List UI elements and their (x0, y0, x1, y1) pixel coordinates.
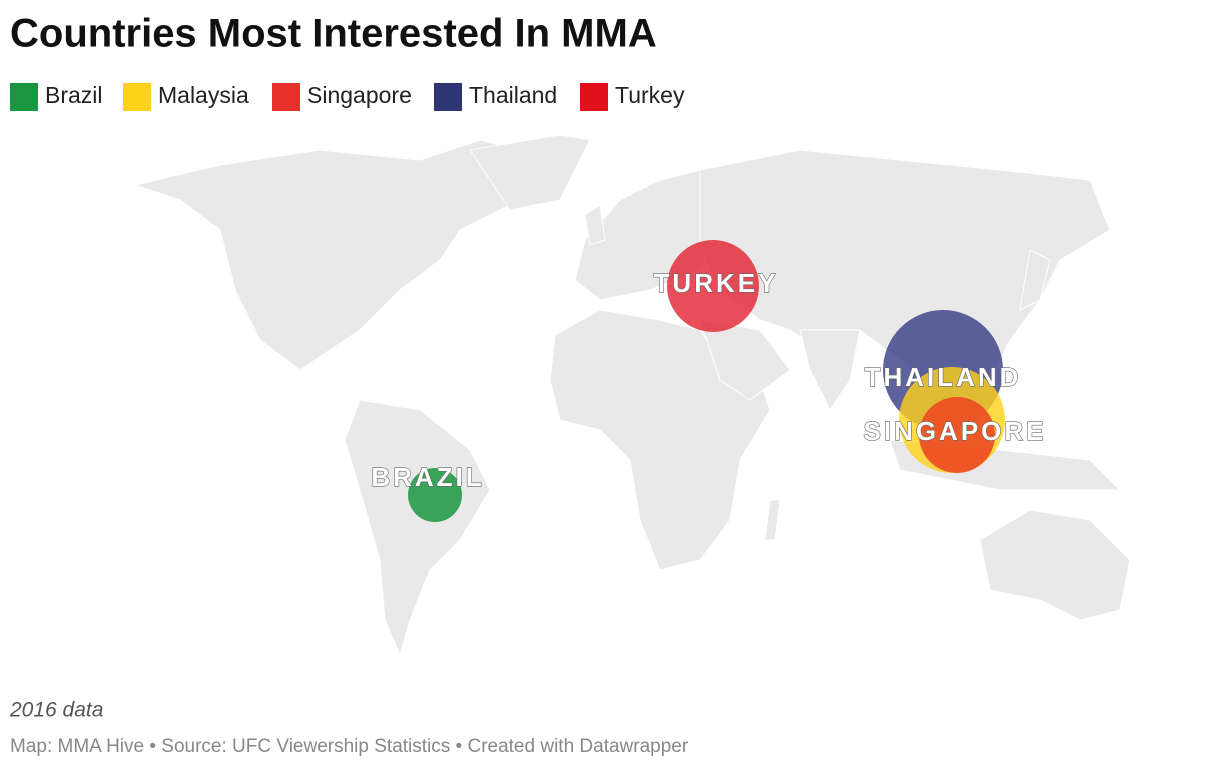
legend-swatch (580, 83, 608, 111)
markers: BRAZIL TURKEY THAILAND SINGAPORE (371, 240, 1046, 522)
bubble (408, 468, 462, 522)
south-america (344, 399, 491, 657)
bubble (667, 240, 759, 332)
legend-label: Malaysia (158, 82, 249, 108)
marker-label: BRAZIL (371, 462, 484, 492)
footer: Map: MMA Hive • Source: UFC Viewership S… (10, 736, 689, 757)
legend-swatch (272, 83, 300, 111)
legend-label: Thailand (469, 82, 557, 108)
legend-swatch (10, 83, 38, 111)
legend: Brazil Malaysia Singapore Thailand Turkey (10, 82, 685, 111)
legend-label: Singapore (307, 82, 412, 108)
greenland (469, 134, 591, 211)
north-america (133, 139, 521, 371)
japan (1019, 249, 1051, 311)
notes: 2016 data (9, 699, 103, 722)
legend-swatch (123, 83, 151, 111)
australia (979, 509, 1131, 621)
legend-label: Turkey (615, 82, 685, 108)
marker-label: THAILAND (865, 362, 1022, 392)
madagascar (764, 499, 781, 541)
uk (584, 204, 606, 246)
title: Countries Most Interested In MMA (10, 12, 657, 56)
bubble (919, 397, 995, 473)
marker-label: TURKEY (654, 268, 779, 298)
arabia (699, 319, 791, 401)
legend-swatch (434, 83, 462, 111)
africa (549, 309, 771, 571)
legend-label: Brazil (45, 82, 103, 108)
marker-label: SINGAPORE (863, 416, 1046, 446)
india (799, 329, 861, 411)
